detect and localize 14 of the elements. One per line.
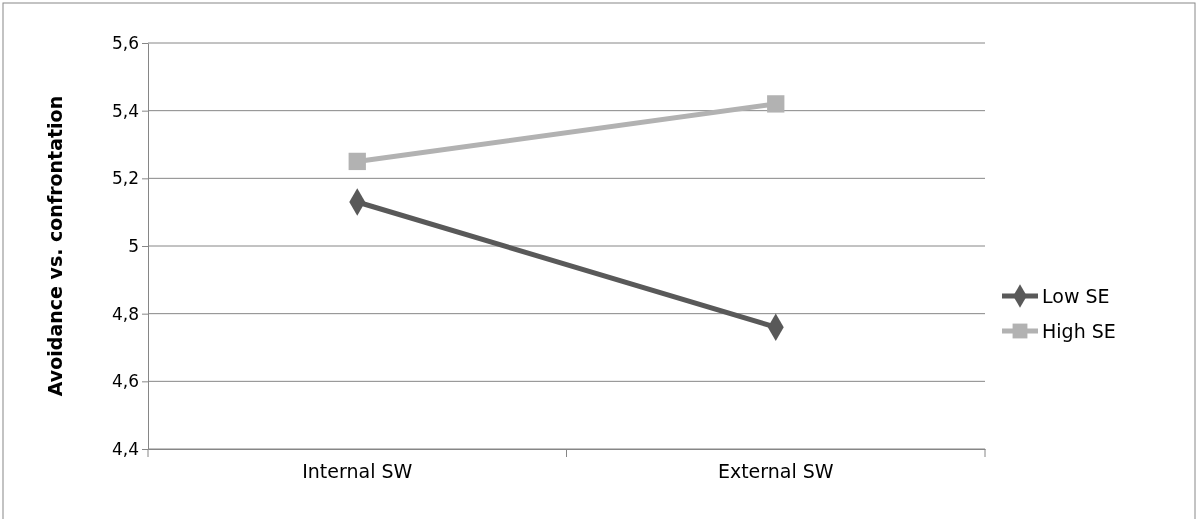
y-tick-label: 5,4 <box>111 100 139 121</box>
y-tick-label: 4,8 <box>111 303 139 324</box>
x-tick-label: Internal SW <box>302 460 413 483</box>
legend-label: Low SE <box>1042 285 1110 307</box>
y-tick-label: 5 <box>128 235 139 256</box>
y-tick-label: 5,2 <box>111 168 139 189</box>
y-axis-title: Avoidance vs. confrontation <box>44 95 66 397</box>
x-tick-label: External SW <box>717 460 834 483</box>
y-tick-label: 4,4 <box>111 438 139 459</box>
legend-label: High SE <box>1042 320 1116 342</box>
point <box>348 152 366 171</box>
y-tick-label: 4,6 <box>111 371 139 392</box>
point <box>767 95 785 113</box>
y-tick-label: 5,6 <box>111 32 139 53</box>
